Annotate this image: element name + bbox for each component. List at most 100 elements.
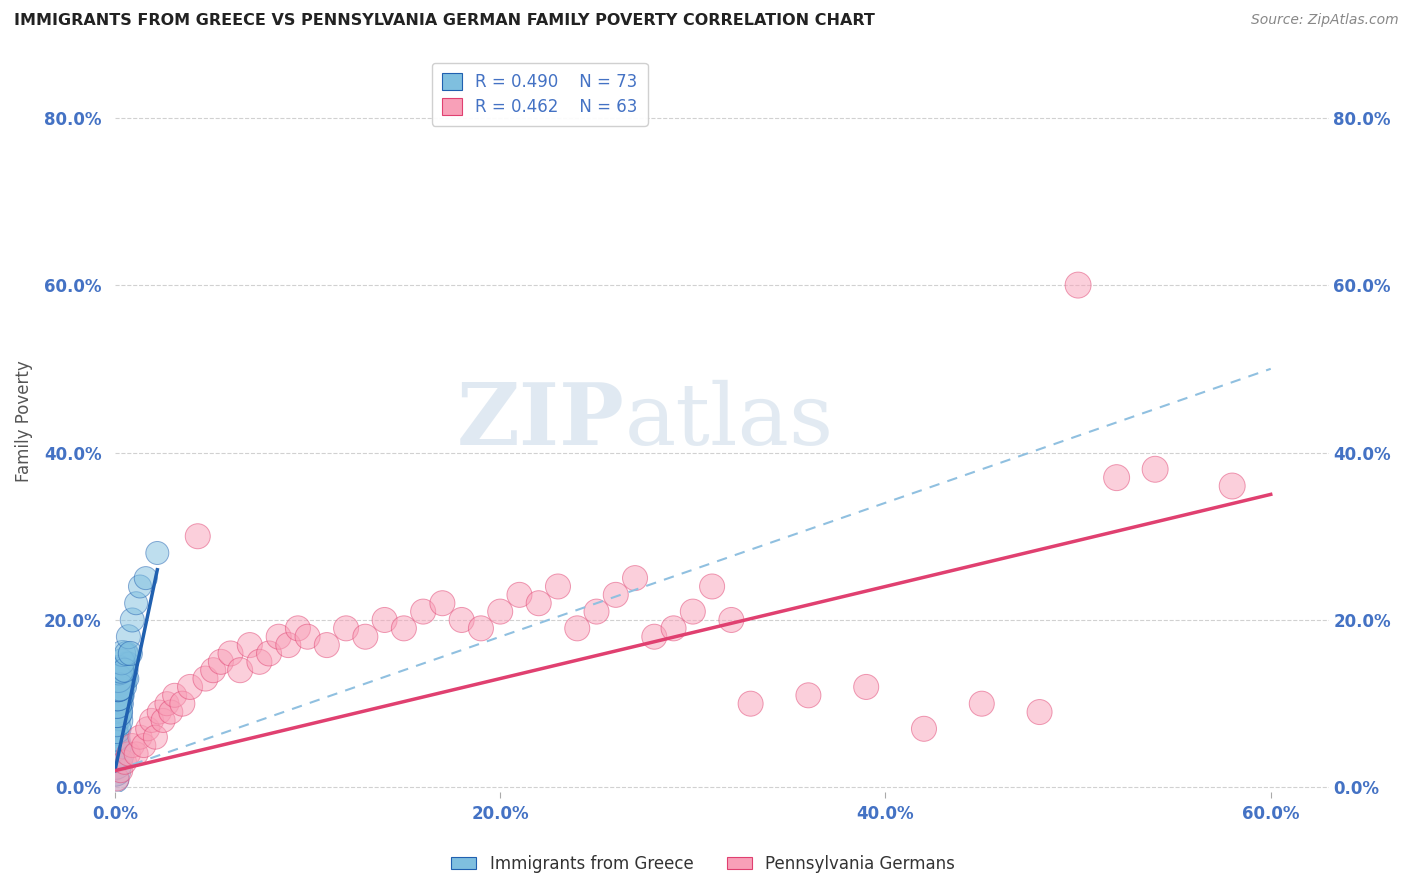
Point xyxy=(135,571,157,585)
Point xyxy=(145,730,167,744)
Point xyxy=(110,764,132,778)
Text: ZIP: ZIP xyxy=(457,379,624,463)
Point xyxy=(146,546,169,560)
Point xyxy=(118,655,141,669)
Point xyxy=(117,647,139,661)
Point xyxy=(257,647,280,661)
Point xyxy=(1067,278,1090,293)
Point xyxy=(682,605,704,619)
Point xyxy=(111,655,134,669)
Point xyxy=(105,730,128,744)
Text: IMMIGRANTS FROM GREECE VS PENNSYLVANIA GERMAN FAMILY POVERTY CORRELATION CHART: IMMIGRANTS FROM GREECE VS PENNSYLVANIA G… xyxy=(14,13,875,29)
Point xyxy=(740,697,762,711)
Point xyxy=(700,579,723,593)
Point xyxy=(105,697,128,711)
Text: atlas: atlas xyxy=(624,380,834,463)
Point xyxy=(287,621,309,635)
Point xyxy=(108,689,131,703)
Text: Source: ZipAtlas.com: Source: ZipAtlas.com xyxy=(1251,13,1399,28)
Point xyxy=(111,680,134,694)
Point xyxy=(111,697,134,711)
Point xyxy=(202,663,225,677)
Point xyxy=(855,680,877,694)
Point xyxy=(108,714,131,728)
Point xyxy=(179,680,201,694)
Point xyxy=(111,647,134,661)
Point xyxy=(107,672,129,686)
Point xyxy=(107,689,129,703)
Point xyxy=(267,630,290,644)
Point xyxy=(567,621,589,635)
Point xyxy=(110,663,132,677)
Point xyxy=(585,605,607,619)
Point xyxy=(107,722,129,736)
Point xyxy=(105,697,128,711)
Point xyxy=(354,630,377,644)
Point xyxy=(114,756,136,770)
Point xyxy=(315,638,337,652)
Point xyxy=(912,722,935,736)
Point xyxy=(107,680,129,694)
Point xyxy=(107,663,129,677)
Point xyxy=(105,730,128,744)
Point xyxy=(105,722,128,736)
Point xyxy=(115,680,138,694)
Point xyxy=(105,705,128,719)
Point xyxy=(136,722,159,736)
Point xyxy=(187,529,209,543)
Point xyxy=(129,579,152,593)
Point xyxy=(121,613,143,627)
Point xyxy=(107,714,129,728)
Point xyxy=(107,680,129,694)
Point xyxy=(121,739,143,753)
Point xyxy=(432,596,454,610)
Point xyxy=(110,689,132,703)
Point xyxy=(720,613,742,627)
Point xyxy=(163,689,186,703)
Point xyxy=(117,672,139,686)
Point xyxy=(125,596,148,610)
Point xyxy=(112,689,135,703)
Point xyxy=(105,747,128,761)
Point xyxy=(115,647,138,661)
Point xyxy=(229,663,252,677)
Point xyxy=(114,663,136,677)
Point xyxy=(643,630,665,644)
Point xyxy=(114,680,136,694)
Point xyxy=(129,730,152,744)
Point xyxy=(115,672,138,686)
Point xyxy=(104,764,127,778)
Point xyxy=(110,705,132,719)
Point xyxy=(107,672,129,686)
Point xyxy=(104,739,127,753)
Point xyxy=(624,571,647,585)
Point xyxy=(105,705,128,719)
Point xyxy=(112,680,135,694)
Point xyxy=(117,747,139,761)
Point xyxy=(1105,470,1128,484)
Point xyxy=(374,613,396,627)
Point xyxy=(111,689,134,703)
Point xyxy=(115,663,138,677)
Point xyxy=(104,756,127,770)
Point xyxy=(107,705,129,719)
Point xyxy=(105,714,128,728)
Point xyxy=(148,705,170,719)
Point xyxy=(508,588,530,602)
Point xyxy=(125,747,148,761)
Point xyxy=(105,772,128,786)
Point xyxy=(105,739,128,753)
Point xyxy=(547,579,569,593)
Point xyxy=(194,672,217,686)
Point xyxy=(132,739,155,753)
Point xyxy=(450,613,472,627)
Point xyxy=(172,697,194,711)
Point xyxy=(527,596,550,610)
Point xyxy=(970,697,993,711)
Point xyxy=(105,730,128,744)
Point xyxy=(117,655,139,669)
Point xyxy=(110,697,132,711)
Y-axis label: Family Poverty: Family Poverty xyxy=(15,360,32,482)
Point xyxy=(107,697,129,711)
Point xyxy=(108,705,131,719)
